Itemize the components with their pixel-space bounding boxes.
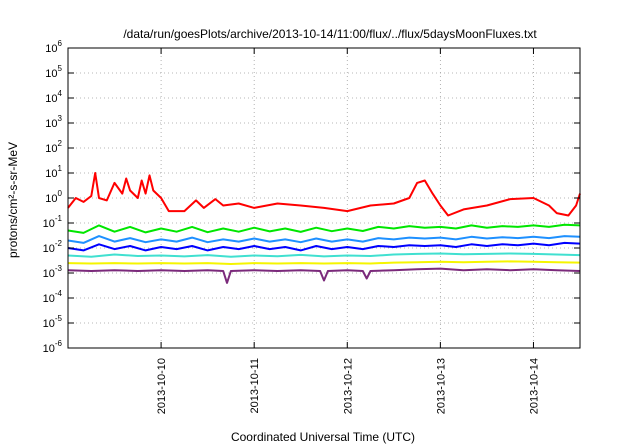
series-line-3 <box>67 252 581 258</box>
series-line-2 <box>67 260 581 265</box>
y-tick-label: 10-6 <box>43 339 63 355</box>
x-axis-ticks: 2013-10-10 2013-10-11 2013-10-12 2013-10-13… <box>156 48 540 414</box>
y-tick-label: 10-5 <box>43 314 63 330</box>
y-tick-label: 104 <box>45 89 62 105</box>
series-line-1 <box>67 267 581 284</box>
y-tick-label: 105 <box>45 64 62 80</box>
x-tick-label: 2013-10-11 <box>249 358 261 413</box>
y-tick-label: 106 <box>45 39 62 55</box>
series-line-6 <box>67 223 581 234</box>
x-tick-label: 2013-10-14 <box>528 358 540 414</box>
series-line-4 <box>67 241 581 252</box>
y-tick-label: 10-2 <box>43 239 63 255</box>
y-axis-label: protons/cm²-s-sr-MeV <box>6 142 20 258</box>
x-tick-label: 2013-10-12 <box>342 358 354 414</box>
y-tick-label: 10-3 <box>43 264 63 280</box>
y-tick-label: 10-4 <box>43 289 63 305</box>
chart-title: /data/run/goesPlots/archive/2013-10-14/1… <box>123 27 537 41</box>
series-line-7 <box>67 172 581 217</box>
series-line-5 <box>67 235 581 244</box>
y-tick-label: 10-1 <box>43 214 63 230</box>
y-tick-label: 102 <box>45 139 62 155</box>
series-group <box>67 172 581 284</box>
y-tick-label: 101 <box>45 164 62 180</box>
y-axis-ticks: 10-6 10-5 10-4 10-3 10-2 10-1 100 101 102 103 104 1… <box>43 39 580 355</box>
y-tick-label: 100 <box>45 189 62 205</box>
x-axis-label: Coordinated Universal Time (UTC) <box>231 430 415 444</box>
y-tick-label: 103 <box>45 114 62 130</box>
x-tick-label: 2013-10-10 <box>156 358 168 414</box>
x-tick-label: 2013-10-13 <box>435 358 447 414</box>
